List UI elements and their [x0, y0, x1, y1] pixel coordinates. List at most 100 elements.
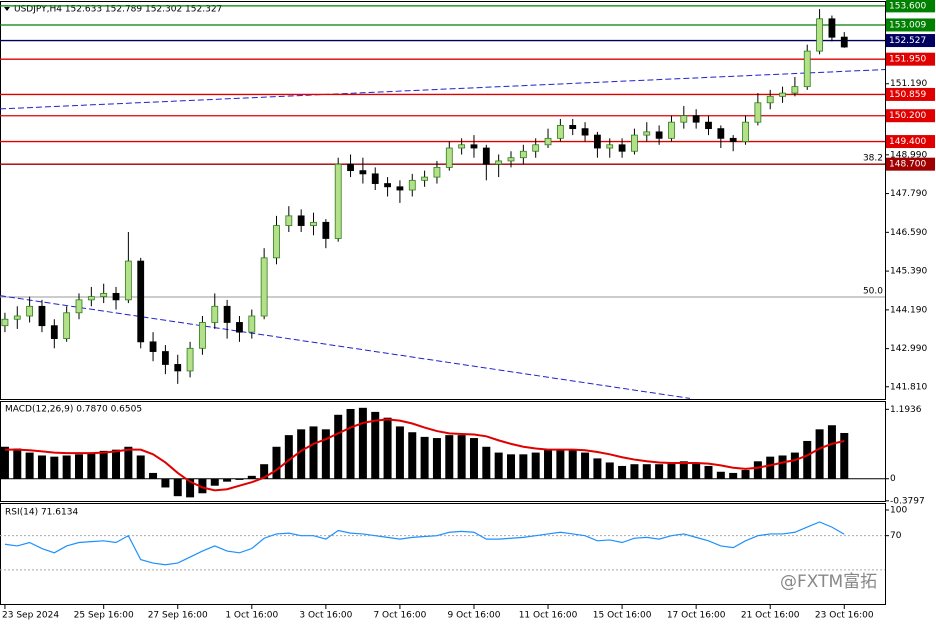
rsi-line — [4, 521, 845, 566]
y-tick-label: 100 — [890, 505, 907, 515]
level-label: 151.950 — [889, 55, 926, 65]
level-tag — [886, 135, 935, 149]
candle-body — [458, 144, 466, 149]
candle-body — [26, 305, 34, 317]
macd-bar — [630, 464, 639, 479]
candle-body — [421, 176, 429, 181]
candle-body — [445, 147, 453, 168]
macd-bar — [655, 464, 664, 479]
candle-body — [631, 134, 638, 152]
level-label: 148.700 — [889, 160, 926, 170]
macd-title: MACD(12,26,9) 0.7870 0.6505 — [5, 405, 142, 415]
candle-body — [297, 215, 305, 226]
candle-body — [38, 305, 46, 327]
chart-title: USDJPY,H4 152.633 152.789 152.302 152.32… — [14, 5, 222, 15]
candle-body — [149, 341, 157, 352]
candle-body — [643, 131, 651, 136]
level-tag — [886, 52, 935, 66]
x-tick-label: 23 Oct 16:00 — [815, 611, 874, 621]
candle-body — [1, 318, 9, 327]
candle-body — [779, 92, 786, 97]
candle-body — [433, 167, 441, 178]
x-tick-label: 25 Sep 16:00 — [74, 611, 134, 621]
y-tick-label: 70 — [890, 531, 902, 541]
candle-body — [791, 86, 799, 94]
macd-bar — [815, 429, 824, 479]
macd-bar — [25, 452, 34, 479]
candle-body — [668, 121, 675, 139]
macd-bar — [482, 446, 491, 479]
macd-bar — [210, 478, 219, 486]
candle-body — [63, 312, 71, 340]
macd-bar — [642, 464, 651, 479]
candle-body — [273, 225, 280, 259]
candle-body — [618, 144, 626, 152]
macd-bar — [235, 478, 244, 480]
y-tick-label: 146.590 — [890, 228, 927, 238]
candle-body — [803, 50, 811, 88]
macd-bar — [74, 454, 83, 479]
macd-bar — [309, 426, 318, 479]
macd-bar — [383, 417, 392, 479]
macd-bar — [136, 455, 145, 479]
candle-body — [347, 163, 354, 172]
macd-bar — [704, 465, 713, 479]
level-tag — [886, 0, 935, 13]
macd-bar — [741, 470, 750, 479]
macd-bar — [494, 452, 503, 479]
macd-bar — [297, 429, 306, 479]
macd-bar — [198, 478, 207, 494]
macd-bar — [692, 462, 701, 479]
candle-body — [692, 115, 700, 123]
candle-body — [13, 315, 21, 320]
macd-bar — [161, 478, 170, 488]
macd-bar — [445, 435, 454, 479]
candle-body — [655, 131, 663, 139]
candle-body — [470, 144, 478, 149]
candle-body — [569, 125, 577, 130]
level-label: 153.600 — [889, 1, 926, 11]
y-tick-label: 147.790 — [890, 189, 927, 199]
macd-bar — [581, 452, 590, 479]
candle-body — [199, 322, 206, 349]
candle-body — [519, 150, 527, 159]
y-tick-label: 0 — [890, 474, 896, 484]
y-tick-label: 145.390 — [890, 267, 927, 277]
macd-bar — [827, 425, 836, 479]
candle-body — [112, 292, 120, 301]
candle-body — [766, 95, 774, 104]
macd-bar — [284, 435, 293, 479]
macd-bar — [507, 454, 516, 479]
level-tag — [886, 18, 935, 32]
macd-bar — [457, 435, 466, 479]
level-tag — [886, 87, 935, 101]
x-tick-label: 1 Oct 16:00 — [225, 611, 278, 621]
level-tag — [886, 109, 935, 123]
watermark: @FXTM富拓 — [780, 572, 877, 592]
level-label: 150.200 — [889, 111, 926, 121]
x-tick-label: 23 Sep 2024 — [2, 611, 59, 621]
rsi-title: RSI(14) 71.6134 — [5, 508, 78, 518]
y-tick-label: 141.810 — [890, 382, 927, 392]
macd-bar — [778, 455, 787, 479]
macd-bar — [531, 452, 540, 479]
macd-bar — [186, 478, 195, 498]
macd-bar — [469, 438, 478, 479]
macd-bar — [408, 432, 417, 479]
candle-body — [359, 170, 367, 175]
level-tag — [886, 157, 935, 171]
level-label: 150.859 — [889, 90, 926, 100]
macd-bar — [556, 449, 565, 479]
level-tag — [886, 34, 935, 48]
candle-body — [174, 364, 182, 372]
candle-body — [828, 18, 836, 38]
x-tick-label: 7 Oct 16:00 — [373, 611, 426, 621]
candle-body — [408, 179, 416, 191]
macd-bar — [50, 456, 59, 479]
macd-bar — [260, 464, 269, 479]
macd-bar — [223, 478, 232, 482]
macd-bar — [716, 471, 725, 479]
candle-body — [705, 121, 712, 130]
macd-bar — [420, 436, 429, 479]
level-label: 149.400 — [889, 137, 926, 147]
